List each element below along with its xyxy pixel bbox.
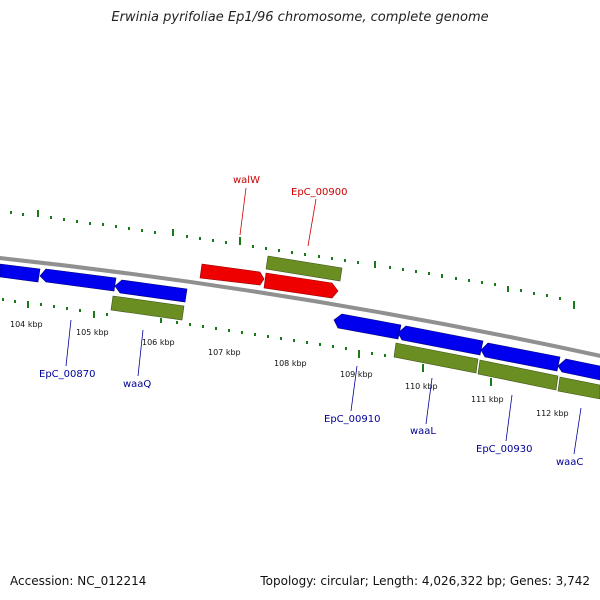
- gene-EpC_00930[interactable]: [477, 359, 559, 391]
- gc-track-lower: [2, 298, 492, 386]
- gc-track-upper: [10, 210, 575, 309]
- forward-genes: [199, 255, 343, 299]
- tick-label-107: 107 kbp: [208, 348, 241, 357]
- gene-EpC_00900[interactable]: [265, 255, 343, 282]
- gene-forward-red[interactable]: [263, 272, 339, 299]
- map-title: Erwinia pyrifoliae Ep1/96 chromosome, co…: [111, 10, 489, 25]
- gene-walW[interactable]: [199, 263, 265, 286]
- tick-label-106: 106 kbp: [142, 338, 175, 347]
- genome-summary: Topology: circular; Length: 4,026,322 bp…: [260, 574, 590, 588]
- reverse-genes: [0, 263, 600, 400]
- tick-label-104: 104 kbp: [10, 320, 43, 329]
- label-leaders: [65, 187, 582, 455]
- label-EpC_00910[interactable]: EpC_00910: [324, 414, 380, 425]
- tick-label-109: 109 kbp: [340, 370, 373, 379]
- tick-label-105: 105 kbp: [76, 328, 109, 337]
- label-EpC_00870[interactable]: EpC_00870: [39, 369, 95, 380]
- tick-label-108: 108 kbp: [274, 359, 307, 368]
- gene-EpC_00910[interactable]: [333, 313, 402, 340]
- label-waaC[interactable]: waaC: [556, 457, 583, 468]
- accession-label: Accession: NC_012214: [10, 574, 147, 588]
- gene-EpC_00920[interactable]: [480, 342, 561, 372]
- gene-waaC-blue[interactable]: [557, 358, 600, 381]
- gene-olive-1[interactable]: [393, 342, 479, 374]
- gene-labels: walW EpC_00900 EpC_00870 waaQ EpC_00910 …: [39, 175, 583, 468]
- tick-label-110: 110 kbp: [405, 382, 438, 391]
- gene-EpC_00870[interactable]: [39, 268, 117, 292]
- gene-left-edge[interactable]: [0, 263, 41, 283]
- label-EpC_00930[interactable]: EpC_00930: [476, 444, 532, 455]
- gene-waaC[interactable]: [557, 376, 600, 400]
- chromosome-backbone: [0, 256, 600, 358]
- label-walW[interactable]: walW: [233, 175, 260, 186]
- label-waaL[interactable]: waaL: [410, 426, 436, 437]
- label-EpC_00900[interactable]: EpC_00900: [291, 187, 347, 198]
- gene-waaQ[interactable]: [110, 295, 185, 321]
- gene-waaL[interactable]: [397, 325, 484, 356]
- label-waaQ[interactable]: waaQ: [123, 379, 151, 390]
- tick-label-112: 112 kbp: [536, 409, 569, 418]
- tick-label-111: 111 kbp: [471, 395, 504, 404]
- scale-labels: 104 kbp 105 kbp 106 kbp 107 kbp 108 kbp …: [10, 320, 569, 418]
- gene-waaQ-blue[interactable]: [114, 279, 188, 303]
